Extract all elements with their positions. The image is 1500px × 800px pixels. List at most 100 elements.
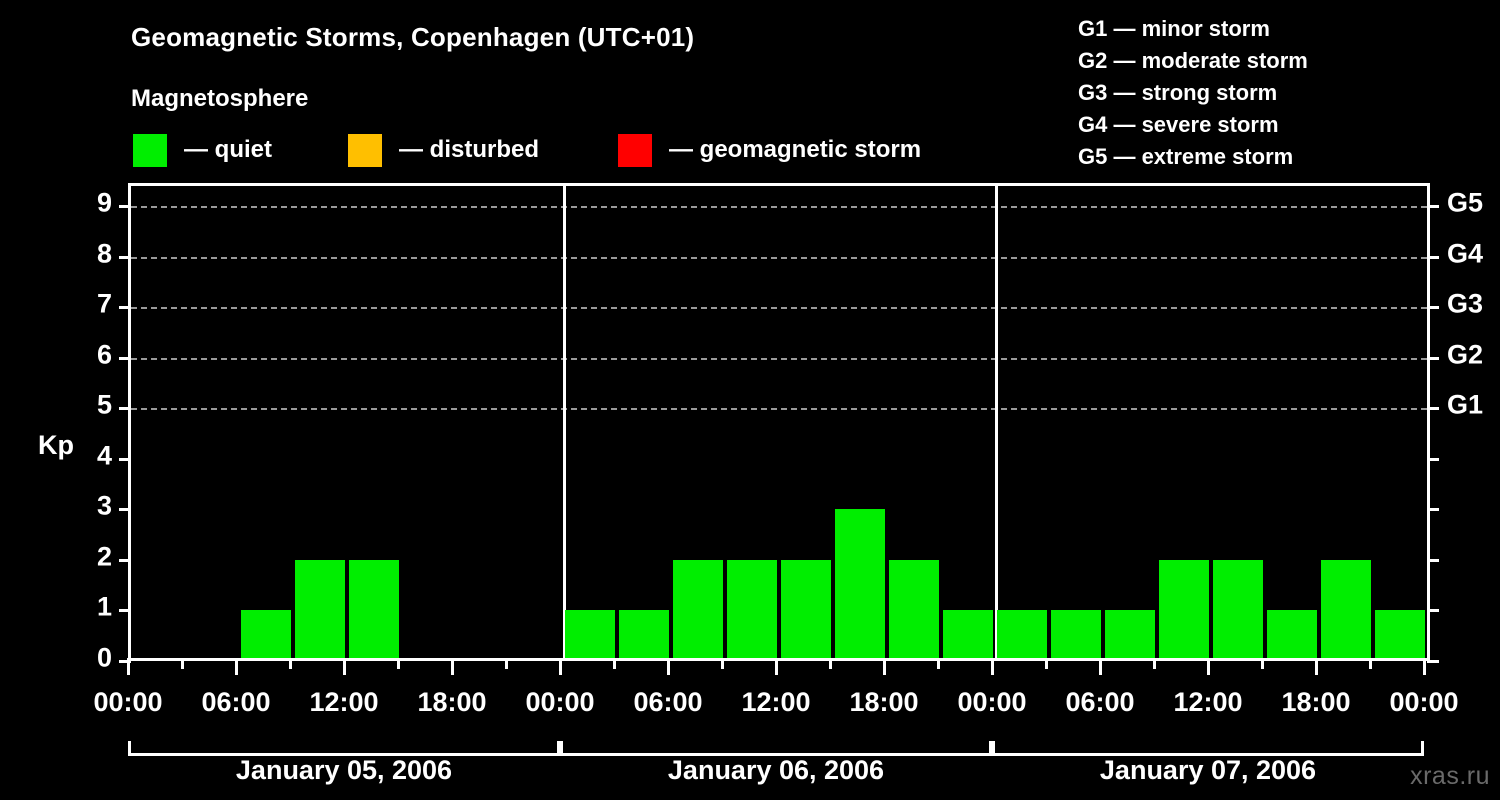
gridline-kp-8 [131, 256, 1427, 259]
chart-subtitle: Magnetosphere [131, 85, 309, 112]
y-axis-label-1: 1 [96, 591, 112, 622]
y-tick-4 [119, 457, 131, 461]
x-axis-label-2: 12:00 [309, 687, 379, 717]
bar[interactable] [781, 559, 831, 661]
bar[interactable] [673, 559, 723, 661]
x-tick-minor-4 [613, 658, 616, 669]
date-bracket-1 [128, 741, 560, 756]
x-tick-major-3 [451, 658, 454, 675]
x-tick-minor-11 [1369, 658, 1372, 669]
y-tick-right-9 [1427, 205, 1439, 209]
bar[interactable] [835, 509, 885, 661]
y-tick-right-5 [1427, 407, 1439, 411]
x-axis-label-0: 00:00 [93, 687, 163, 717]
x-tick-major-1 [235, 658, 238, 675]
g-axis-label-G1: G1 [1447, 389, 1484, 420]
x-tick-minor-10 [1261, 658, 1264, 669]
g-scale-row-2: G2 — moderate storm [1078, 48, 1308, 73]
g-scale-row-4: G4 — severe storm [1078, 112, 1279, 137]
legend-item-geomagnetic-storm[interactable]: — geomagnetic storm [618, 133, 921, 167]
y-axis-label-3: 3 [96, 490, 112, 521]
x-tick-major-11 [1315, 658, 1318, 675]
y-axis-title: Kp [38, 430, 74, 460]
x-tick-minor-9 [1153, 658, 1156, 669]
bar[interactable] [1213, 559, 1263, 661]
page-title: Geomagnetic Storms, Copenhagen (UTC+01) [131, 22, 695, 52]
x-axis-label-7: 18:00 [849, 687, 919, 717]
y-tick-5 [119, 407, 131, 411]
x-axis-label-1: 06:00 [201, 687, 271, 717]
plot-area [119, 183, 1439, 663]
gridline-kp-6 [131, 357, 1427, 360]
watermark: xras.ru [1410, 762, 1490, 790]
bar[interactable] [349, 559, 399, 661]
x-tick-major-9 [1099, 658, 1102, 675]
x-axis-label-6: 12:00 [741, 687, 811, 717]
y-tick-7 [119, 306, 131, 310]
legend-swatch-disturbed [348, 133, 382, 167]
x-tick-minor-3 [505, 658, 508, 669]
y-axis-label-8: 8 [96, 238, 112, 269]
x-tick-minor-1 [289, 658, 292, 669]
legend-item-quiet[interactable]: — quiet [133, 133, 272, 167]
bar[interactable] [1375, 610, 1425, 661]
g-scale-row-3: G3 — strong storm [1078, 80, 1278, 105]
bar[interactable] [1159, 559, 1209, 661]
g-axis-label-G4: G4 [1447, 238, 1484, 269]
date-bracket-2 [560, 741, 992, 756]
y-tick-right-3 [1427, 508, 1439, 512]
bar[interactable] [241, 610, 291, 661]
y-tick-right-7 [1427, 306, 1439, 310]
x-axis-label-5: 06:00 [633, 687, 703, 717]
legend-label-quiet: — quiet [184, 136, 272, 163]
x-axis-label-4: 00:00 [525, 687, 595, 717]
bar[interactable] [295, 559, 345, 661]
day-separator-2 [995, 186, 998, 661]
y-tick-0 [119, 660, 131, 663]
x-tick-major-12 [1423, 658, 1426, 675]
x-tick-minor-8 [1045, 658, 1048, 669]
legend-item-disturbed[interactable]: — disturbed [348, 133, 539, 167]
y-axis-label-2: 2 [96, 541, 112, 572]
y-axis-label-0: 0 [96, 642, 112, 673]
x-tick-minor-7 [937, 658, 940, 669]
x-tick-minor-2 [397, 658, 400, 669]
y-axis-label-4: 4 [96, 440, 112, 471]
date-label-2: January 06, 2006 [667, 755, 885, 785]
y-tick-3 [119, 508, 131, 512]
bar[interactable] [727, 559, 777, 661]
gridline-kp-7 [131, 307, 1427, 310]
y-tick-1 [119, 609, 131, 613]
bar[interactable] [889, 559, 939, 661]
y-axis-label-5: 5 [96, 389, 112, 420]
bar[interactable] [1105, 610, 1155, 661]
bar[interactable] [1321, 559, 1371, 661]
x-tick-major-10 [1207, 658, 1210, 675]
legend-swatch-geomagnetic-storm [618, 133, 652, 167]
legend-label-geomagnetic-storm: — geomagnetic storm [669, 136, 922, 163]
x-axis-label-9: 06:00 [1065, 687, 1135, 717]
x-axis-line [128, 658, 1430, 661]
g-scale-row-5: G5 — extreme storm [1078, 144, 1294, 169]
y-tick-right-2 [1427, 558, 1439, 562]
bar[interactable] [943, 610, 993, 661]
x-tick-minor-0 [181, 658, 184, 669]
bar[interactable] [565, 610, 615, 661]
legend-label-disturbed: — disturbed [399, 136, 540, 163]
g-scale-row-1: G1 — minor storm [1078, 16, 1270, 41]
bar[interactable] [619, 610, 669, 661]
date-label-1: January 05, 2006 [235, 755, 453, 785]
bar[interactable] [997, 610, 1047, 661]
bar[interactable] [1267, 610, 1317, 661]
g-axis-label-G2: G2 [1447, 339, 1484, 370]
gridline-kp-9 [131, 206, 1427, 209]
y-tick-right-8 [1427, 255, 1439, 259]
x-axis-label-12: 00:00 [1389, 687, 1459, 717]
y-axis-label-7: 7 [96, 288, 112, 319]
gridline-kp-5 [131, 408, 1427, 411]
x-tick-minor-6 [829, 658, 832, 669]
x-tick-major-8 [991, 658, 994, 675]
x-tick-major-0 [127, 658, 130, 675]
y-tick-6 [119, 356, 131, 360]
bar[interactable] [1051, 610, 1101, 661]
